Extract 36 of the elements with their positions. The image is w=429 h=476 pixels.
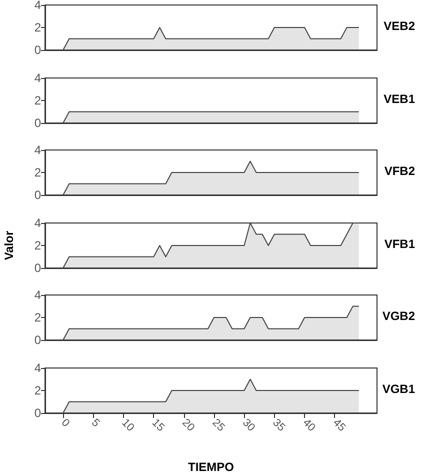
y-tick-label: 4 bbox=[34, 0, 42, 12]
y-tick-label: 4 bbox=[34, 216, 42, 230]
y-tick-label: 2 bbox=[34, 166, 42, 180]
y-tick-label: 0 bbox=[34, 188, 42, 202]
x-tick-label: 45 bbox=[330, 416, 348, 434]
y-tick-label: 4 bbox=[34, 143, 42, 158]
series-label: VGB2 bbox=[382, 309, 416, 324]
y-tick-label: 2 bbox=[34, 384, 42, 398]
y-tick-label: 2 bbox=[34, 238, 42, 252]
x-tick-label: 20 bbox=[180, 416, 197, 434]
x-tick-label: 40 bbox=[300, 416, 318, 434]
y-tick-label: 2 bbox=[34, 93, 42, 108]
text: VFB1 bbox=[384, 236, 416, 251]
y-tick-label: 0 bbox=[34, 406, 42, 420]
text: VEB1 bbox=[384, 92, 416, 106]
x-tick-label: 5 bbox=[89, 416, 102, 430]
text: VEB2 bbox=[384, 19, 416, 33]
y-tick-label: 2 bbox=[34, 310, 42, 325]
x-tick-label: 0 bbox=[58, 416, 72, 430]
x-tick-label: 10 bbox=[119, 416, 136, 434]
x-axis-title: TIEMPO bbox=[188, 460, 234, 474]
text: VFB2 bbox=[384, 164, 416, 178]
x-tick-label: 35 bbox=[270, 416, 288, 434]
x-tick-label: 15 bbox=[149, 416, 167, 434]
y-tick-label: 0 bbox=[34, 333, 42, 348]
x-tick-label: 25 bbox=[210, 416, 227, 434]
x-tick-label: 30 bbox=[240, 416, 258, 434]
y-tick-label: 4 bbox=[34, 361, 42, 375]
y-tick-label: 0 bbox=[34, 43, 42, 57]
y-tick-label: 0 bbox=[34, 260, 42, 275]
series-label: VGB1 bbox=[382, 382, 416, 396]
y-tick-label: 0 bbox=[34, 116, 42, 130]
y-tick-label: 2 bbox=[34, 20, 42, 34]
y-axis-title: Valor bbox=[2, 230, 16, 260]
y-tick-label: 4 bbox=[34, 70, 42, 85]
y-tick-label: 4 bbox=[34, 288, 42, 302]
